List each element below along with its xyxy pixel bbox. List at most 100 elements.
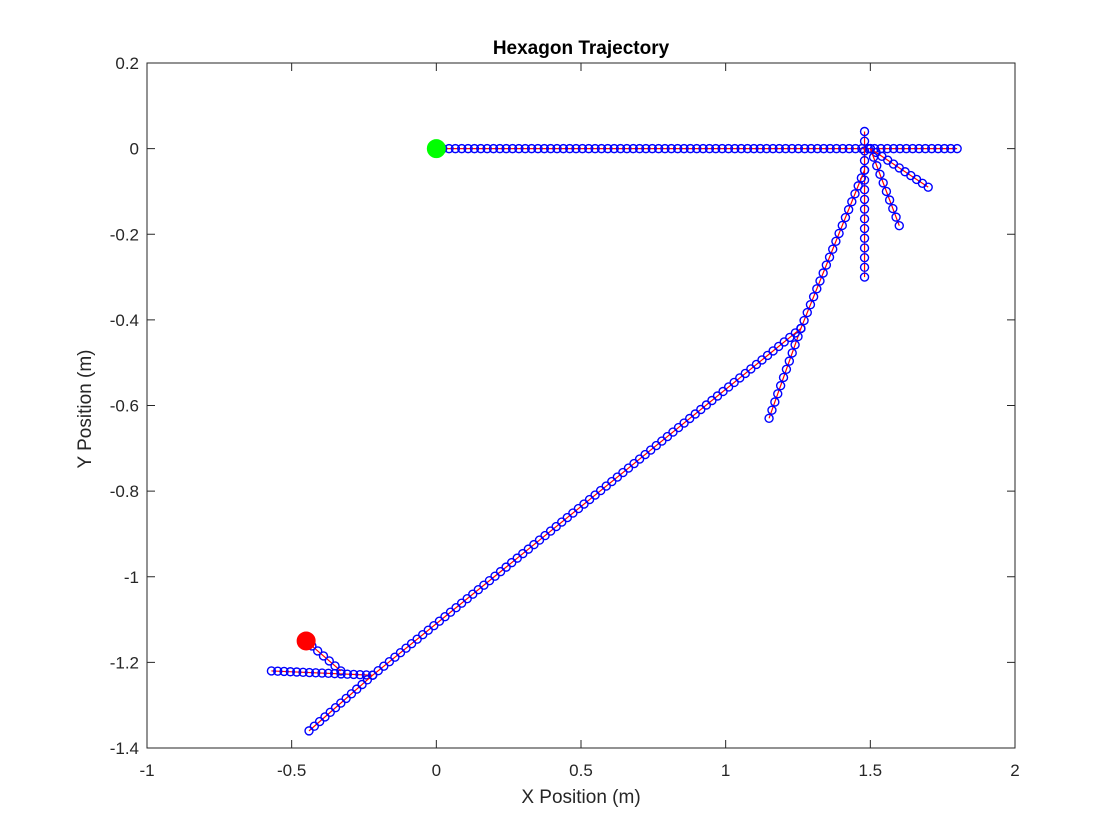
- trajectory-point: [882, 143, 892, 154]
- trajectory-point: [468, 589, 478, 599]
- trajectory-point: [324, 656, 334, 666]
- trajectory-point: [390, 652, 400, 662]
- trajectory-point: [401, 643, 411, 653]
- trajectory-point: [562, 512, 573, 523]
- trajectory-point: [647, 143, 657, 154]
- trajectory-point: [484, 575, 495, 586]
- trajectory-point: [818, 268, 828, 278]
- trajectory-point: [668, 427, 678, 437]
- trajectory-point: [812, 143, 823, 154]
- trajectory-point: [884, 195, 895, 205]
- trajectory-point: [341, 693, 351, 704]
- trajectory-point: [894, 220, 904, 231]
- trajectory-point: [657, 436, 667, 446]
- trajectory-point: [859, 146, 870, 156]
- trajectory-point: [336, 666, 346, 676]
- x-tick-label: 2: [1010, 761, 1019, 780]
- trajectory-point: [423, 625, 433, 635]
- trajectory-point: [746, 364, 756, 374]
- trajectory-point: [859, 155, 870, 166]
- trajectory-point: [379, 661, 389, 671]
- trajectory-point: [831, 236, 841, 247]
- trajectory-point: [362, 675, 373, 685]
- trajectory-point: [579, 499, 589, 509]
- trajectory-point: [304, 667, 315, 678]
- y-tick-label: -0.8: [110, 482, 139, 501]
- trajectory-point: [568, 508, 578, 518]
- trajectory-point: [840, 212, 851, 223]
- trajectory-point: [696, 404, 706, 415]
- trajectory-point: [355, 669, 365, 680]
- trajectory-point: [479, 580, 489, 590]
- trajectory-point: [507, 557, 517, 568]
- trajectory-point: [629, 458, 639, 469]
- trajectory-point: [523, 544, 534, 554]
- end-marker: [296, 631, 316, 651]
- trajectory-point: [558, 143, 569, 154]
- trajectory-point: [704, 143, 715, 154]
- y-tick-label: -1: [124, 568, 139, 587]
- trajectory-point: [514, 143, 524, 154]
- trajectory-point: [895, 143, 905, 154]
- trajectory-point: [779, 337, 789, 347]
- trajectory-point: [767, 405, 777, 415]
- trajectory-point: [440, 611, 450, 622]
- trajectory-point: [773, 389, 783, 399]
- trajectory-point: [844, 143, 854, 154]
- trajectory-point: [787, 143, 797, 154]
- trajectory-point: [373, 666, 383, 676]
- trajectory-point: [490, 571, 500, 581]
- trajectory-point: [785, 332, 795, 343]
- trajectory-point: [473, 584, 484, 595]
- trajectory-point: [775, 380, 786, 391]
- trajectory-point: [406, 638, 417, 649]
- trajectory-point: [780, 143, 791, 154]
- trajectory-point: [859, 252, 870, 263]
- trajectory-point: [309, 721, 320, 731]
- trajectory-point: [824, 252, 835, 262]
- trajectory-point: [529, 539, 539, 550]
- trajectory-point: [859, 262, 870, 273]
- trajectory-point: [717, 143, 727, 154]
- trajectory-point: [881, 186, 892, 197]
- trajectory-point: [320, 712, 330, 722]
- trajectory-point: [828, 244, 838, 254]
- trajectory-point: [540, 530, 550, 541]
- trajectory-point: [796, 323, 806, 334]
- trajectory-point: [565, 143, 575, 154]
- trajectory-point: [495, 566, 506, 577]
- trajectory-point: [462, 593, 472, 604]
- trajectory-point: [545, 143, 556, 154]
- trajectory-point: [770, 397, 780, 407]
- x-tick-label: 0: [432, 761, 441, 780]
- trajectory-point: [868, 152, 879, 162]
- trajectory-point: [933, 143, 943, 154]
- trajectory-point: [768, 143, 778, 154]
- trajectory-point: [666, 143, 677, 154]
- trajectory-point: [552, 143, 562, 154]
- trajectory-point: [914, 143, 924, 154]
- trajectory-point: [768, 346, 778, 356]
- trajectory-point: [557, 517, 567, 527]
- trajectory-point: [847, 197, 857, 207]
- trajectory-point: [323, 668, 334, 679]
- trajectory-point: [336, 669, 346, 679]
- trajectory-point: [653, 143, 664, 154]
- trajectory-point: [790, 340, 800, 350]
- trajectory-point: [512, 553, 522, 563]
- trajectory-point: [571, 143, 581, 154]
- trajectory-point: [764, 413, 774, 424]
- trajectory-point: [352, 684, 362, 694]
- trajectory-point: [348, 669, 359, 680]
- trajectory-point: [285, 667, 296, 677]
- trajectory-point: [507, 143, 518, 154]
- trajectory-point: [445, 607, 456, 617]
- trajectory-point: [325, 707, 335, 718]
- trajectory-point: [662, 431, 673, 442]
- trajectory-point: [501, 143, 511, 154]
- trajectory-point: [456, 598, 467, 608]
- trajectory-point: [573, 503, 584, 514]
- trajectory-point: [518, 548, 528, 559]
- trajectory-point: [279, 666, 289, 677]
